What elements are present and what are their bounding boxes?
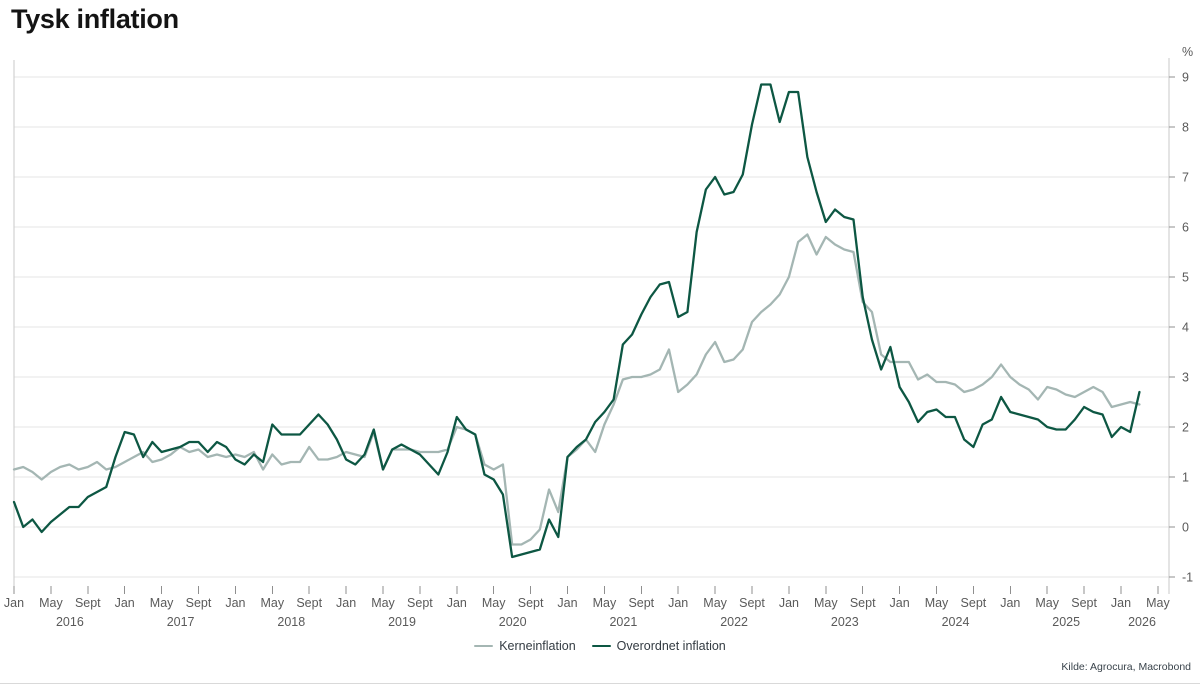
x-month-label: Jan xyxy=(447,596,467,610)
y-tick-label: 2 xyxy=(1182,421,1189,435)
x-month-label: May xyxy=(260,596,284,610)
x-month-label: May xyxy=(925,596,949,610)
source-note: Kilde: Agrocura, Macrobond xyxy=(1061,661,1191,673)
y-tick-label: 3 xyxy=(1182,371,1189,385)
y-tick-label: 4 xyxy=(1182,321,1189,335)
x-year-label: 2020 xyxy=(499,615,527,629)
x-month-label: Sept xyxy=(1071,596,1097,610)
y-tick-label: 6 xyxy=(1182,221,1189,235)
x-month-label: Jan xyxy=(779,596,799,610)
x-month-label: Sept xyxy=(628,596,654,610)
x-month-label: Jan xyxy=(890,596,910,610)
x-month-label: May xyxy=(814,596,838,610)
page-title: Tysk inflation xyxy=(11,4,179,34)
x-month-label: Jan xyxy=(4,596,24,610)
series-line-overordnet-inflation xyxy=(12,83,1141,559)
x-month-label: May xyxy=(371,596,395,610)
x-year-label: 2021 xyxy=(609,615,637,629)
x-month-label: Sept xyxy=(186,596,212,610)
y-tick-label: 0 xyxy=(1182,521,1189,535)
y-tick-label: 9 xyxy=(1182,71,1189,85)
y-tick-label: 1 xyxy=(1182,471,1189,485)
x-month-label: Sept xyxy=(961,596,987,610)
x-month-label: May xyxy=(150,596,174,610)
x-month-label: Jan xyxy=(225,596,245,610)
x-year-label: 2022 xyxy=(720,615,748,629)
x-month-label: May xyxy=(1146,596,1170,610)
x-month-label: Jan xyxy=(1000,596,1020,610)
x-month-label: Jan xyxy=(668,596,688,610)
legend-swatch-overordnet-inflation-icon xyxy=(591,644,611,648)
legend-item-kerneinflation: Kerneinflation xyxy=(474,639,576,653)
legend-label-overordnet-inflation: Overordnet inflation xyxy=(616,639,726,653)
legend-label-kerneinflation: Kerneinflation xyxy=(499,639,576,653)
x-month-label: Jan xyxy=(115,596,135,610)
y-tick-label: -1 xyxy=(1182,571,1193,585)
x-year-label: 2023 xyxy=(831,615,859,629)
x-year-label: 2017 xyxy=(167,615,195,629)
x-month-label: Sept xyxy=(739,596,765,610)
x-month-label: Sept xyxy=(296,596,322,610)
y-tick-label: 5 xyxy=(1182,271,1189,285)
x-month-label: May xyxy=(39,596,63,610)
x-month-label: Sept xyxy=(850,596,876,610)
x-month-label: Jan xyxy=(1111,596,1131,610)
legend-swatch-kerneinflation-icon xyxy=(474,644,494,648)
x-year-label: 2018 xyxy=(277,615,305,629)
x-year-label: 2026 xyxy=(1128,615,1156,629)
x-month-label: Jan xyxy=(336,596,356,610)
y-axis-unit-label: % xyxy=(1182,45,1193,59)
x-month-label: Sept xyxy=(75,596,101,610)
x-year-label: 2024 xyxy=(942,615,970,629)
x-year-label: 2019 xyxy=(388,615,416,629)
y-tick-label: 7 xyxy=(1182,171,1189,185)
y-tick-label: 8 xyxy=(1182,121,1189,135)
x-month-label: May xyxy=(703,596,727,610)
x-month-label: Sept xyxy=(518,596,544,610)
bottom-divider xyxy=(0,683,1200,684)
x-month-label: May xyxy=(1035,596,1059,610)
series-line-kerneinflation xyxy=(12,233,1141,546)
x-month-label: May xyxy=(482,596,506,610)
x-month-label: Sept xyxy=(407,596,433,610)
x-month-label: May xyxy=(593,596,617,610)
x-year-label: 2016 xyxy=(56,615,84,629)
legend-item-overordnet-inflation: Overordnet inflation xyxy=(591,639,726,653)
chart-legend: Kerneinflation Overordnet inflation xyxy=(0,639,1200,653)
x-year-label: 2025 xyxy=(1052,615,1080,629)
x-month-label: Jan xyxy=(557,596,577,610)
